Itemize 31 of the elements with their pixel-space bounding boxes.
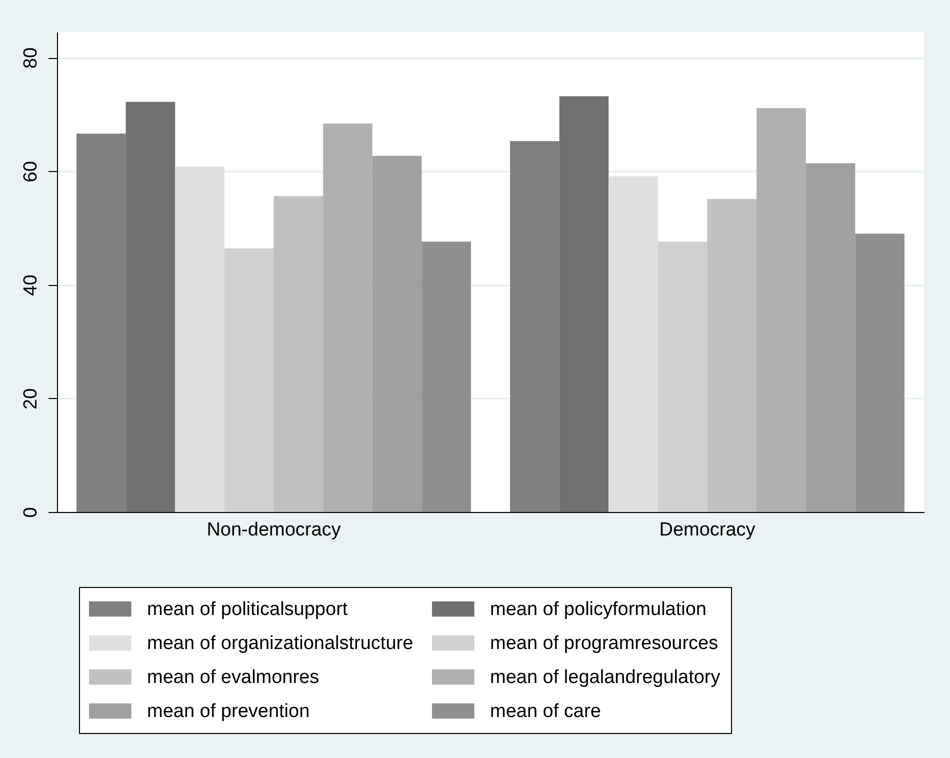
legend-label: mean of legalandregulatory — [490, 667, 721, 688]
x-tick-label: Non-democracy — [206, 520, 342, 540]
legend-label: mean of organizationalstructure — [147, 633, 414, 654]
bar — [323, 123, 372, 512]
bar — [274, 196, 324, 512]
legend-label: mean of programresources — [490, 633, 718, 654]
y-tick-label: 60 — [20, 161, 42, 182]
y-tick-label: 20 — [20, 388, 42, 410]
bar — [76, 134, 126, 512]
bar — [855, 234, 904, 512]
x-tick-label: Democracy — [659, 520, 756, 540]
legend-label: mean of policyformulation — [490, 599, 706, 620]
bar — [224, 248, 274, 512]
bar — [608, 176, 658, 512]
bar — [422, 242, 471, 512]
y-tick-label: 40 — [20, 274, 42, 296]
bar — [756, 108, 806, 512]
bar — [175, 166, 224, 512]
bar — [658, 242, 708, 512]
bar — [126, 102, 176, 512]
legend-label: mean of prevention — [147, 701, 310, 722]
bar — [510, 141, 560, 512]
bar — [806, 163, 856, 512]
legend-label: mean of politicalsupport — [147, 599, 348, 620]
bar — [559, 96, 609, 512]
legend-label: mean of evalmonres — [147, 667, 320, 688]
bar — [372, 156, 422, 512]
y-tick-label: 0 — [20, 507, 42, 518]
y-tick-label: 80 — [20, 47, 42, 69]
legend-label: mean of care — [490, 701, 601, 722]
bar — [707, 199, 757, 512]
